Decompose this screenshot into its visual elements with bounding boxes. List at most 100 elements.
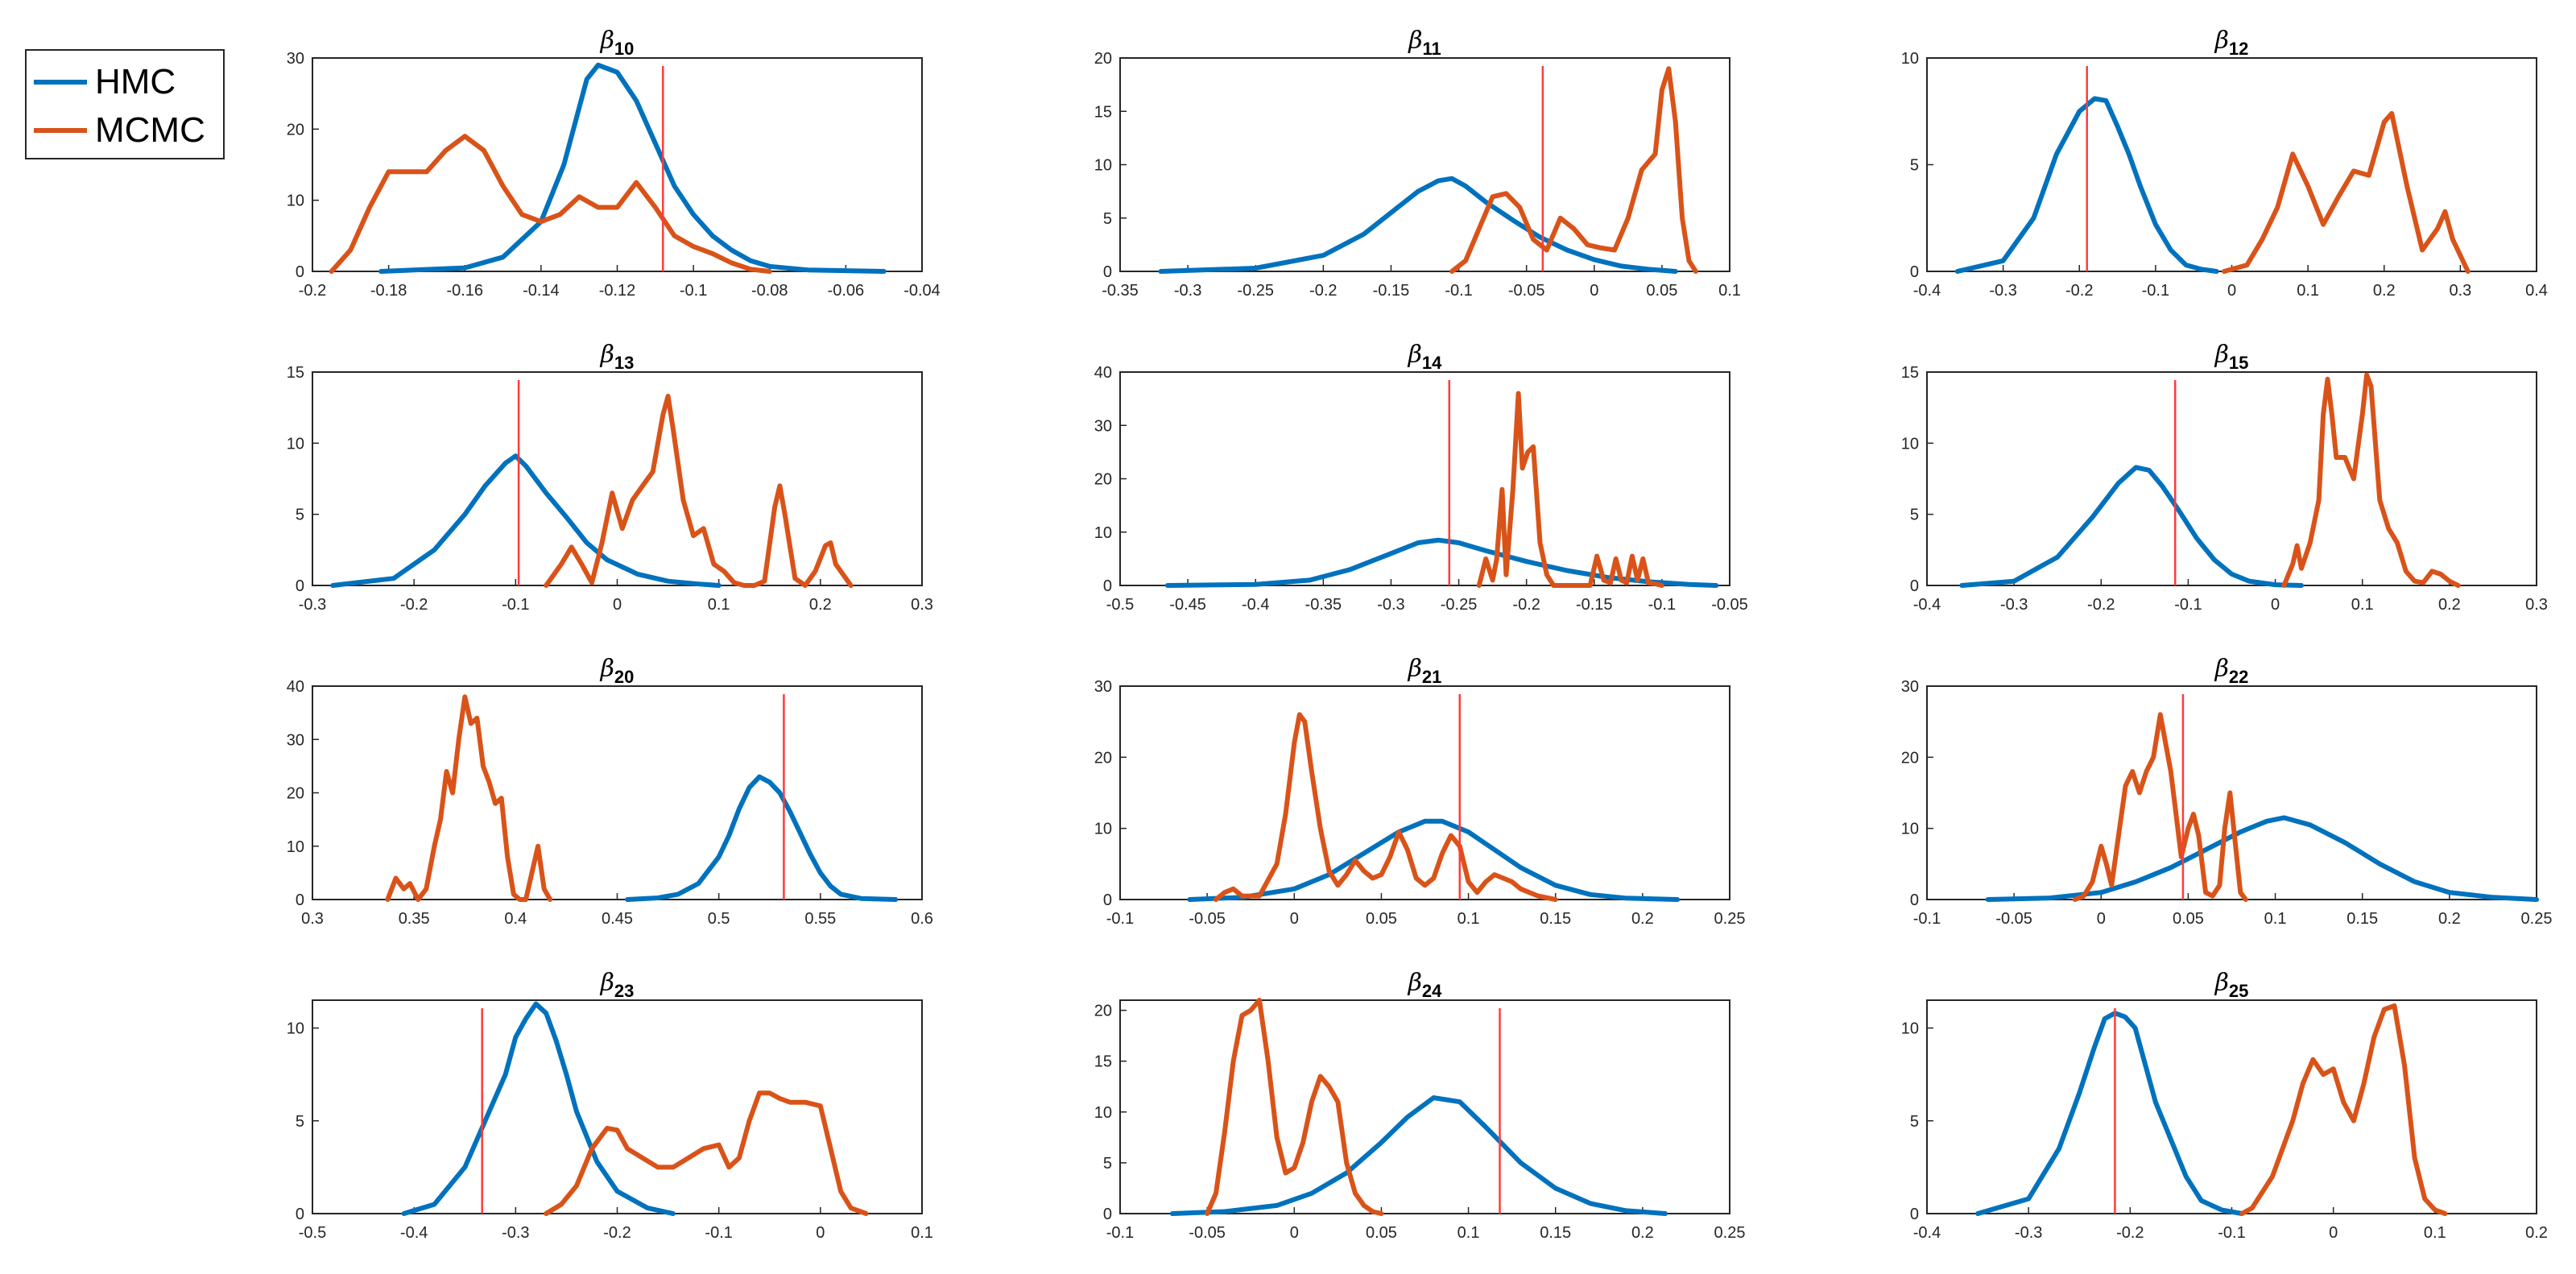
- title-symbol: β: [600, 27, 614, 55]
- subplot-beta-21: β21 -0.1 -0.05 0 0.05 0.1 0.15 0.2 0.25 0 10 20 30: [1094, 655, 1746, 928]
- x-tick-label: 0.05: [1366, 910, 1397, 928]
- density-curve-hmc: [1985, 815, 2539, 902]
- y-tick-label: 30: [1094, 417, 1112, 435]
- title-symbol: β: [2214, 27, 2229, 55]
- x-tick-label: 0.5: [708, 910, 730, 928]
- x-tick-label: 0.3: [2449, 282, 2471, 300]
- title-subscript: 24: [1422, 981, 1442, 1001]
- x-tick-label: -0.05: [1189, 1224, 1226, 1242]
- x-tick-label: -0.1: [2142, 282, 2169, 300]
- density-curve-hmc: [1187, 818, 1681, 902]
- subplot-beta-25: β25 -0.4 -0.3 -0.2 -0.1 0 0.1 0.2 0 5 10: [1901, 969, 2548, 1242]
- x-tick-label: -0.1: [1648, 596, 1676, 614]
- title-subscript: 23: [614, 981, 634, 1001]
- x-tick-label: 0.2: [809, 596, 832, 614]
- subplot-title: β11: [1408, 27, 1441, 59]
- y-tick-label: 20: [1094, 749, 1112, 767]
- x-tick-label: -0.14: [523, 282, 560, 300]
- density-curve-mcmc: [1476, 391, 1664, 588]
- y-tick-label: 5: [296, 1113, 304, 1131]
- x-tick-label: -0.15: [1373, 282, 1410, 300]
- x-tick-label: -0.12: [599, 282, 636, 300]
- density-curve-mcmc: [1214, 712, 1558, 902]
- x-tick-label: -0.1: [1106, 1224, 1134, 1242]
- x-tick-label: -0.4: [400, 1224, 428, 1242]
- x-tick-label: 0: [1290, 1224, 1299, 1242]
- x-tick-label: 0.15: [2347, 910, 2378, 928]
- x-tick-label: -0.3: [1989, 282, 2016, 300]
- y-tick-label: 10: [1901, 435, 1919, 453]
- x-tick-label: 0: [613, 596, 622, 614]
- axes-box: [1926, 685, 2537, 900]
- x-tick-label: -0.2: [2065, 282, 2093, 300]
- x-tick-label: 0.15: [1540, 910, 1571, 928]
- x-tick-label: 0.2: [2525, 1224, 2548, 1242]
- title-symbol: β: [2214, 341, 2229, 369]
- y-tick-label: 5: [1103, 210, 1112, 228]
- y-tick-label: 0: [1103, 891, 1112, 909]
- density-curve-mcmc: [385, 694, 553, 902]
- subplot-title: β21: [1408, 655, 1442, 687]
- x-tick-label: 0: [2329, 1224, 2338, 1242]
- y-tick-label: 15: [1901, 364, 1919, 382]
- title-symbol: β: [600, 341, 614, 369]
- axes-box: [1119, 371, 1730, 586]
- y-tick-label: 20: [1094, 1003, 1112, 1020]
- y-tick-label: 10: [1094, 821, 1112, 838]
- density-curve-hmc: [1164, 537, 1719, 588]
- title-subscript: 15: [2229, 353, 2248, 373]
- subplot-beta-14: β14 -0.5 -0.45 -0.4 -0.35 -0.3 -0.25 -0.2 -0.15 -…: [1094, 341, 1748, 614]
- x-tick-label: -0.35: [1305, 596, 1342, 614]
- x-tick-label: 0.05: [1366, 1224, 1397, 1242]
- density-curve-hmc: [330, 453, 722, 588]
- x-tick-label: 0.55: [804, 910, 836, 928]
- x-tick-label: -0.05: [1508, 282, 1545, 300]
- title-symbol: β: [600, 655, 614, 683]
- title-symbol: β: [1408, 655, 1422, 683]
- x-tick-label: 0.25: [1714, 1224, 1746, 1242]
- x-tick-label: -0.4: [1913, 596, 1941, 614]
- y-tick-label: 0: [1910, 891, 1919, 909]
- x-tick-label: -0.4: [1913, 1224, 1941, 1242]
- title-subscript: 25: [2229, 981, 2248, 1001]
- subplot-beta-10: β10-0.2 -0.18 -0.16 -0.14 -0.12 -0.1 -0.08 -0.0…: [287, 27, 941, 300]
- y-tick-label: 5: [1910, 507, 1919, 524]
- y-tick-label: 20: [1094, 471, 1112, 489]
- x-tick-label: -0.2: [299, 282, 326, 300]
- subplot-title: β14: [1408, 341, 1443, 373]
- x-tick-label: 0.2: [1631, 1224, 1654, 1242]
- y-tick-label: 0: [1910, 1206, 1919, 1223]
- title-symbol: β: [1408, 969, 1422, 997]
- subplot-title: β24: [1408, 969, 1443, 1001]
- y-tick-label: 5: [1910, 157, 1919, 175]
- x-tick-label: 0: [2227, 282, 2236, 300]
- title-symbol: β: [600, 969, 614, 997]
- y-tick-label: 15: [1094, 103, 1112, 121]
- x-tick-label: 0.2: [1631, 910, 1654, 928]
- y-tick-label: 10: [1094, 524, 1112, 542]
- x-tick-label: -0.1: [1445, 282, 1472, 300]
- x-tick-label: -0.25: [1441, 596, 1478, 614]
- y-tick-label: 10: [1094, 1104, 1112, 1122]
- x-tick-label: 0.25: [2521, 910, 2553, 928]
- x-tick-label: -0.1: [1106, 910, 1134, 928]
- axes-box: [312, 999, 923, 1214]
- x-tick-label: 0: [2271, 596, 2280, 614]
- x-tick-label: -0.06: [828, 282, 865, 300]
- y-tick-label: 10: [287, 192, 304, 210]
- x-tick-label: 0.35: [399, 910, 430, 928]
- title-subscript: 21: [1422, 667, 1441, 687]
- x-tick-label: 0.1: [1718, 282, 1741, 300]
- y-tick-label: 0: [296, 891, 304, 909]
- y-tick-label: 0: [296, 263, 304, 281]
- title-subscript: 11: [1423, 39, 1441, 59]
- subplot-title: β23: [600, 969, 635, 1001]
- x-tick-label: -0.2: [1309, 282, 1337, 300]
- density-curve-hmc: [625, 774, 899, 902]
- y-tick-label: 30: [1094, 678, 1112, 696]
- subplot-title: β20: [600, 655, 635, 687]
- x-tick-label: -0.25: [1237, 282, 1274, 300]
- y-tick-label: 5: [1103, 1155, 1112, 1173]
- density-curve-mcmc: [544, 394, 854, 588]
